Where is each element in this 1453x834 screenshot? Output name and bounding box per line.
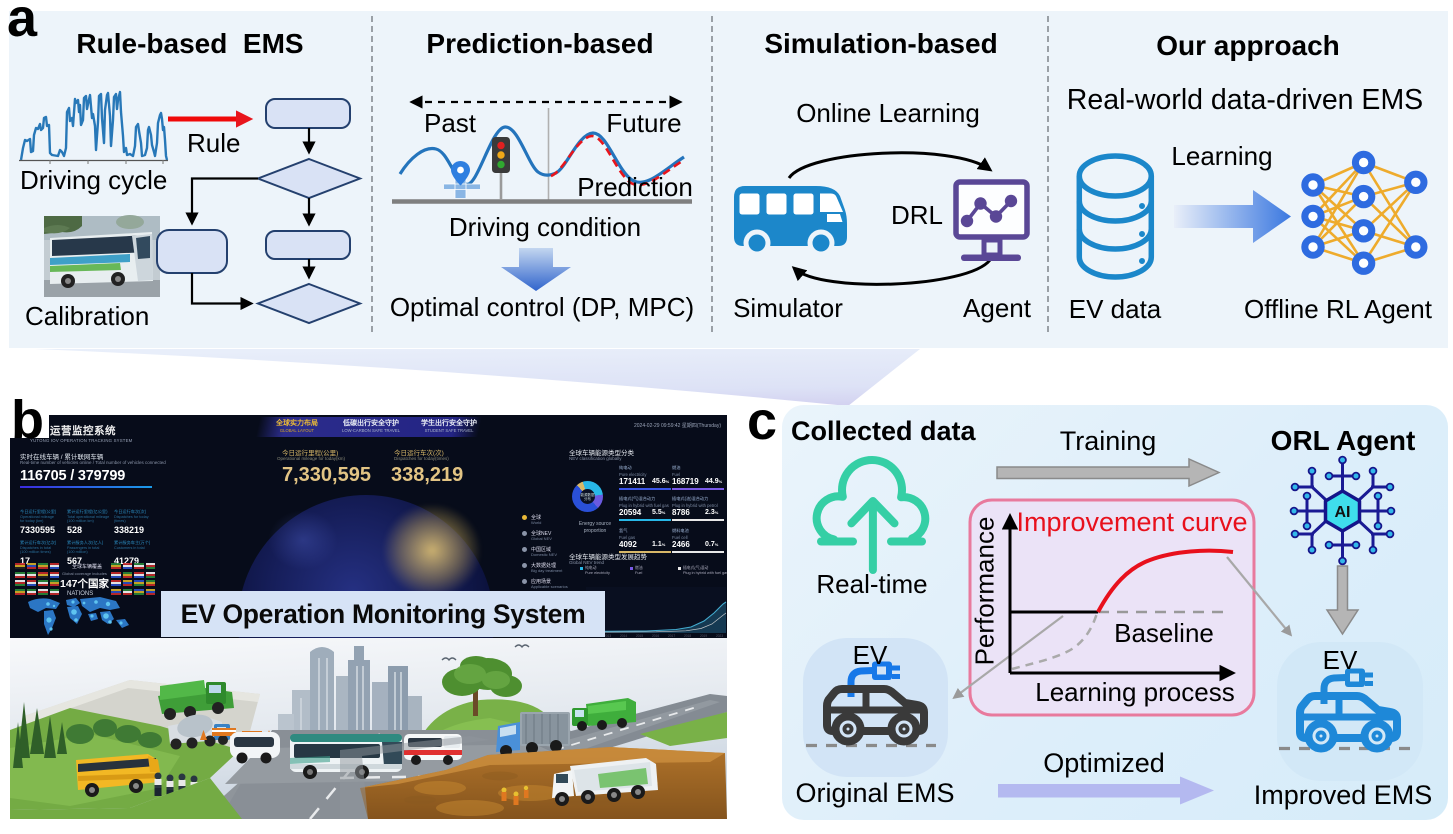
svg-text:2013: 2013 (604, 634, 611, 638)
svg-text:AI: AI (1335, 504, 1351, 521)
svg-text:2017: 2017 (668, 634, 675, 638)
svg-text:2016: 2016 (652, 634, 659, 638)
svg-text:2015: 2015 (636, 634, 643, 638)
svg-text:2019: 2019 (700, 634, 707, 638)
svg-text:2018: 2018 (684, 634, 691, 638)
svg-text:2023: 2023 (716, 634, 723, 638)
svg-text:2014: 2014 (620, 634, 627, 638)
